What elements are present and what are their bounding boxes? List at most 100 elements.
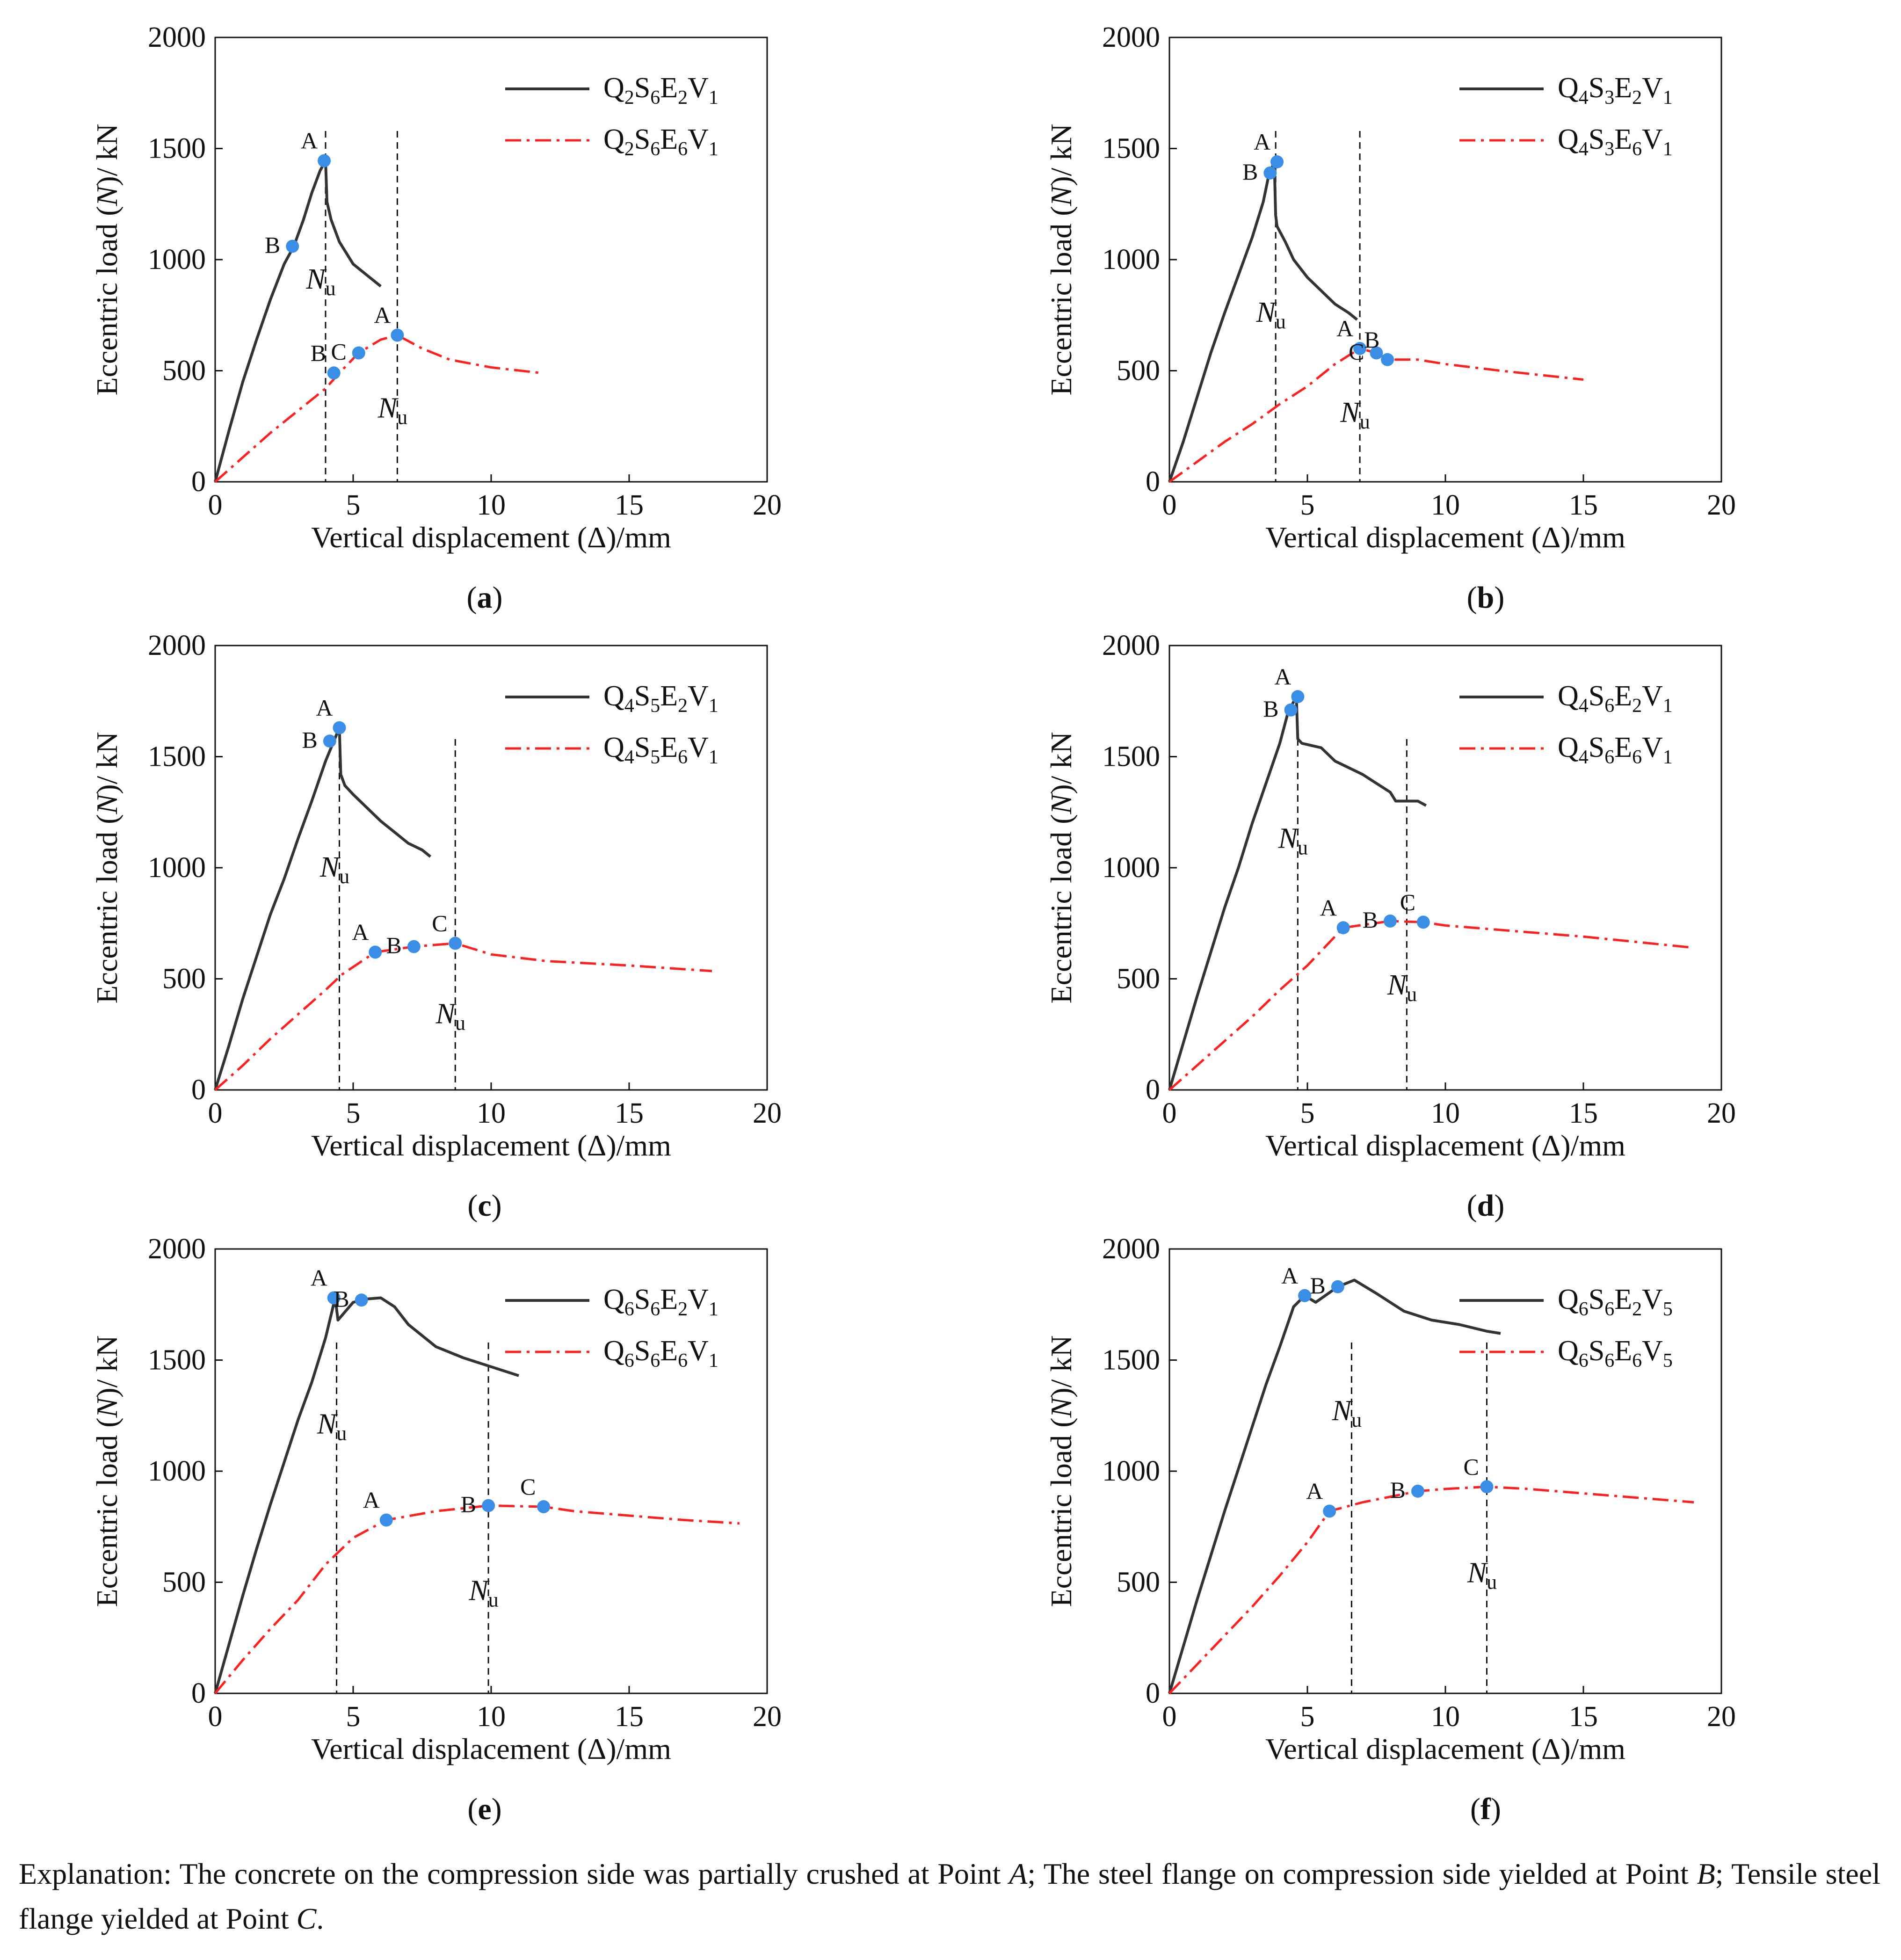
series-line-dashdot: [214, 1504, 740, 1694]
y-tick-label: 0: [191, 1677, 206, 1709]
legend-label: Q4S6E2V1: [1558, 680, 1673, 717]
x-tick-label: 5: [346, 489, 361, 521]
x-tick-label: 0: [208, 1097, 223, 1129]
x-tick-label: 15: [1569, 1701, 1598, 1733]
chart-panel-f: 0 5 10 15 20 0 500 1000 1500 2000 Vertical displac…: [954, 1212, 1890, 1820]
explanation-point-a: A: [1009, 1857, 1028, 1890]
nu-label: Nu: [1255, 297, 1285, 333]
key-point-label: B: [1242, 159, 1258, 185]
x-tick-label: 0: [208, 1701, 223, 1733]
y-tick-label: 1500: [148, 1344, 206, 1376]
series-line-solid: [214, 726, 432, 1090]
key-point-b: [1381, 353, 1394, 366]
key-point-label: B: [334, 1285, 349, 1312]
y-tick-label: 2000: [148, 1233, 206, 1265]
y-tick-label: 1500: [148, 741, 206, 773]
x-tick-label: 10: [1431, 489, 1460, 521]
key-point-label: C: [1349, 339, 1364, 365]
y-tick-label: 1000: [1102, 244, 1160, 276]
x-tick-label: 20: [1707, 1097, 1736, 1129]
chart-svg: 0 5 10 15 20 0 500 1000 1500 2000 Vertical displac…: [1045, 1233, 1736, 1765]
x-tick-label: 20: [753, 1701, 782, 1733]
chart-svg: 0 5 10 15 20 0 500 1000 1500 2000 Vertical displac…: [90, 22, 782, 554]
key-point-a: [333, 721, 346, 734]
key-point-a: [327, 1291, 341, 1305]
legend-label: Q6S6E2V5: [1558, 1284, 1673, 1320]
x-tick-label: 5: [346, 1097, 361, 1129]
key-point-c: [1480, 1480, 1494, 1494]
y-tick-label: 1500: [148, 133, 206, 165]
y-tick-label: 500: [162, 963, 206, 995]
y-tick-label: 1000: [148, 1455, 206, 1487]
y-tick-label: 500: [1117, 1567, 1160, 1598]
key-point-label: A: [1320, 894, 1337, 921]
y-axis-label: Eccentric load (N)/ kN: [90, 123, 123, 395]
x-tick-label: 10: [477, 489, 506, 521]
y-tick-label: 1000: [148, 852, 206, 884]
x-tick-label: 15: [1569, 1097, 1598, 1129]
x-tick-label: 0: [1162, 489, 1177, 521]
figure-explanation: Explanation: The concrete on the compres…: [19, 1851, 1880, 1941]
legend-label: Q4S6E6V1: [1558, 732, 1673, 768]
key-point-label: B: [1263, 696, 1278, 722]
key-point-b: [1411, 1484, 1424, 1498]
key-point-c: [1370, 346, 1383, 360]
explanation-point-b: B: [1697, 1857, 1715, 1890]
legend-label: Q4S5E6V1: [603, 732, 718, 768]
caption-c: (c): [467, 1189, 502, 1223]
series-line-solid: [1168, 1278, 1501, 1694]
x-tick-label: 0: [1162, 1097, 1177, 1129]
nu-label: Nu: [1332, 1395, 1362, 1431]
key-point-label: B: [1310, 1272, 1326, 1299]
x-tick-label: 5: [1300, 1701, 1315, 1733]
x-tick-label: 20: [1707, 1701, 1736, 1733]
key-point-b: [1384, 915, 1397, 928]
key-point-a: [391, 328, 404, 342]
y-axis-label: Eccentric load (N)/ kN: [90, 1335, 123, 1607]
series-line-dashdot: [1168, 347, 1584, 483]
x-tick-label: 20: [1707, 489, 1736, 521]
explanation-end: .: [316, 1902, 324, 1935]
legend-label: Q4S5E2V1: [603, 680, 718, 717]
nu-label: Nu: [1340, 397, 1370, 433]
key-point-a: [1336, 921, 1350, 935]
x-tick-label: 5: [1300, 489, 1315, 521]
x-tick-label: 5: [346, 1701, 361, 1733]
y-axis-label: Eccentric load (N)/ kN: [1045, 732, 1078, 1003]
x-tick-label: 20: [753, 1097, 782, 1129]
x-axis-label: Vertical displacement (Δ)/mm: [1265, 1129, 1625, 1162]
y-tick-label: 0: [1146, 466, 1160, 498]
y-tick-label: 500: [1117, 355, 1160, 387]
key-point-b: [286, 240, 299, 253]
x-tick-label: 15: [1569, 489, 1598, 521]
chart-panel-c: 0 5 10 15 20 0 500 1000 1500 2000 Vertical displac…: [0, 608, 936, 1216]
key-point-label: A: [1281, 1263, 1298, 1289]
legend-label: Q6S6E6V5: [1558, 1335, 1673, 1372]
x-tick-label: 10: [477, 1097, 506, 1129]
nu-label: Nu: [317, 1408, 347, 1445]
explanation-mid-2: ; Tensile steel flange yielded at Point: [19, 1857, 1881, 1935]
key-point-a: [1270, 155, 1284, 168]
key-point-b: [1284, 703, 1298, 717]
y-tick-label: 0: [191, 466, 206, 498]
key-point-label: A: [352, 919, 369, 945]
key-point-label: B: [1390, 1477, 1406, 1503]
nu-label: Nu: [319, 851, 349, 888]
y-tick-label: 2000: [148, 630, 206, 661]
y-tick-label: 2000: [148, 22, 206, 53]
nu-label: Nu: [377, 392, 407, 428]
caption-e: (e): [467, 1792, 502, 1826]
key-point-label: B: [461, 1491, 476, 1517]
y-axis-label: Eccentric load (N)/ kN: [1045, 1335, 1078, 1607]
key-point-label: C: [520, 1474, 536, 1500]
y-tick-label: 0: [191, 1074, 206, 1106]
key-point-a: [379, 1513, 393, 1527]
legend-label: Q6S6E6V1: [603, 1335, 718, 1372]
x-axis-label: Vertical displacement (Δ)/mm: [1265, 521, 1625, 554]
key-point-label: C: [432, 910, 447, 936]
key-point-label: B: [1363, 907, 1378, 933]
chart-svg: 0 5 10 15 20 0 500 1000 1500 2000 Vertical displac…: [90, 1233, 782, 1765]
y-tick-label: 0: [1146, 1677, 1160, 1709]
x-tick-label: 10: [477, 1701, 506, 1733]
key-point-label: A: [1336, 315, 1353, 341]
